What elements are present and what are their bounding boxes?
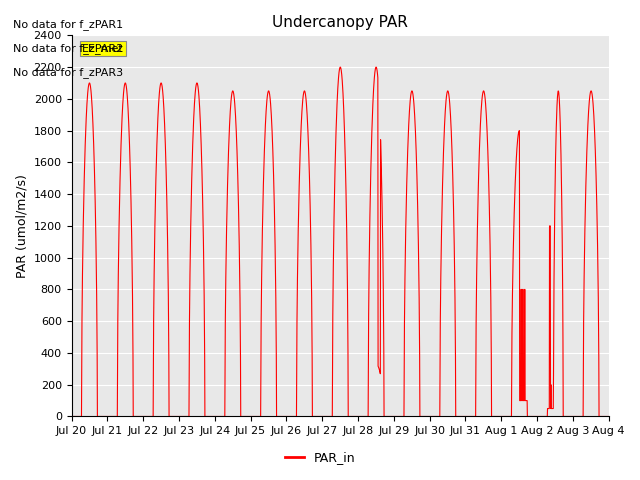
Text: No data for f_zPAR1: No data for f_zPAR1 — [13, 19, 123, 30]
Legend: PAR_in: PAR_in — [280, 446, 360, 469]
Title: Undercanopy PAR: Undercanopy PAR — [272, 15, 408, 30]
Y-axis label: PAR (umol/m2/s): PAR (umol/m2/s) — [15, 174, 28, 278]
Text: No data for f_zPAR2: No data for f_zPAR2 — [13, 43, 123, 54]
Text: EE_met: EE_met — [83, 43, 124, 54]
Text: No data for f_zPAR3: No data for f_zPAR3 — [13, 67, 123, 78]
